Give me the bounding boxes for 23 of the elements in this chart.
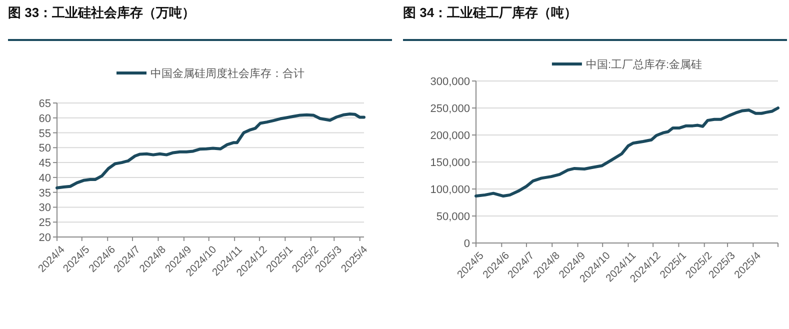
y-tick-label: 20 — [38, 232, 51, 244]
legend-label: 中国:工厂总库存:金属硅 — [586, 58, 702, 71]
y-tick-label: 45 — [38, 158, 51, 170]
y-tick-label: 35 — [38, 187, 51, 200]
y-tick-label: 60 — [38, 112, 51, 125]
y-tick-label: 100,000 — [430, 184, 470, 196]
y-tick-label: 200,000 — [430, 130, 470, 142]
y-tick-label: 250,000 — [430, 103, 470, 115]
y-tick-label: 25 — [38, 217, 51, 230]
legend-label: 中国金属硅周度社会库存：合计 — [150, 67, 304, 80]
y-tick-label: 50 — [38, 142, 51, 155]
y-tick-label: 300,000 — [430, 76, 470, 88]
y-tick-label: 0 — [464, 238, 470, 250]
y-tick-label: 40 — [38, 172, 51, 184]
line-series — [56, 112, 366, 190]
y-tick-label: 150,000 — [430, 157, 470, 169]
chart-title: 图 34：工业硅工厂库存（吨） — [403, 5, 578, 20]
y-tick-label: 50,000 — [436, 211, 470, 223]
y-tick-label: 65 — [38, 98, 51, 110]
chart-title: 图 33：工业硅社会库存（万吨） — [8, 5, 196, 20]
line-series — [474, 106, 780, 198]
y-tick-label: 30 — [38, 202, 51, 214]
y-tick-label: 55 — [38, 128, 51, 140]
